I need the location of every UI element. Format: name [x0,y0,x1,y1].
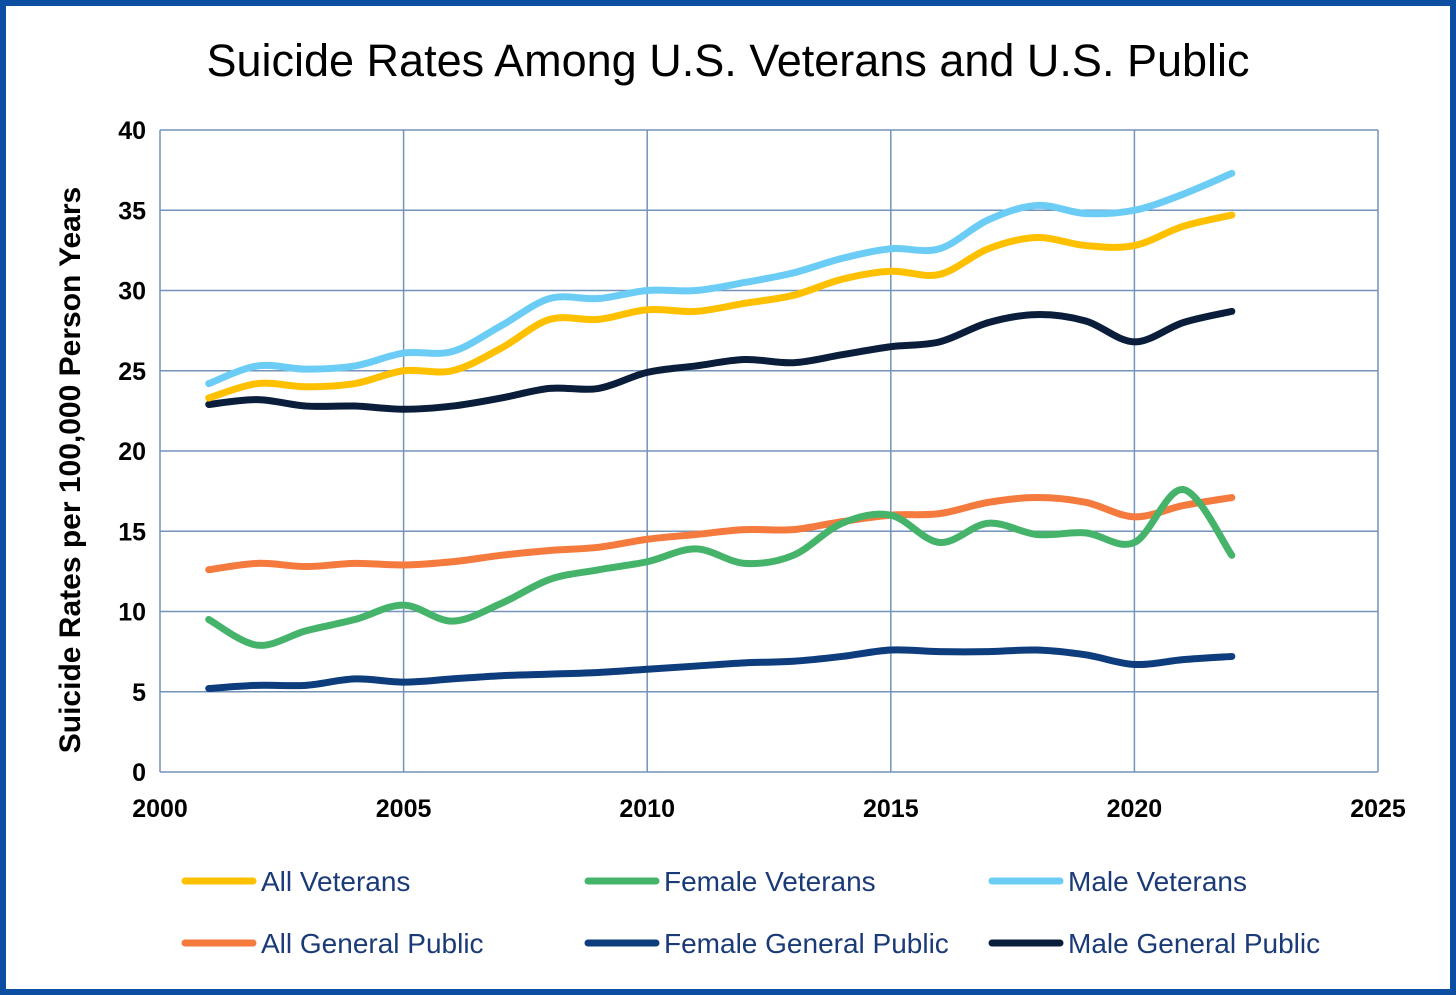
y-tick-label: 10 [118,599,146,627]
legend-item: Male Veterans [988,866,1247,897]
x-tick-label: 2015 [863,795,919,823]
x-tick-label: 2020 [1107,795,1163,823]
x-axis-ticks: 2000 2005 2010 2015 2020 2025 [132,795,1406,823]
legend-item: Female General Public [584,928,949,959]
legend-item: All Veterans [181,866,410,897]
y-tick-label: 25 [118,358,146,386]
x-tick-label: 2005 [376,795,432,823]
gridlines [159,129,1379,773]
x-tick-label: 2000 [132,795,188,823]
series-line-all-general-public [205,494,1236,574]
y-tick-label: 35 [118,197,146,225]
y-axis-label: Suicide Rates per 100,000 Person Years [54,187,87,753]
legend-label: Female Veterans [664,866,876,897]
x-tick-label: 2025 [1350,795,1406,823]
legend-item: Male General Public [988,928,1320,959]
series-line-male-veterans [205,169,1236,388]
legend-label: Male General Public [1068,928,1320,959]
legend-label: Male Veterans [1068,866,1247,897]
y-tick-label: 20 [118,438,146,466]
y-tick-label: 5 [132,679,146,707]
series-line-all-veterans [205,211,1236,402]
legend-item: All General Public [181,928,484,959]
x-tick-label: 2010 [619,795,675,823]
legend-label: Female General Public [664,928,949,959]
legend-label: All General Public [261,928,484,959]
legend: All Veterans Female Veterans Male Veterans… [181,866,1320,959]
legend-item: Female Veterans [584,866,876,897]
y-tick-label: 30 [118,278,146,306]
series-line-male-general-public [205,307,1236,413]
legend-label: All Veterans [261,866,410,897]
series-lines [205,169,1236,693]
chart-title: Suicide Rates Among U.S. Veterans and U.… [206,35,1249,86]
series-line-female-veterans [205,486,1236,649]
y-tick-label: 15 [118,518,146,546]
y-tick-label: 40 [118,117,146,145]
y-tick-label: 0 [132,759,146,787]
series-line-female-general-public [205,646,1236,693]
y-axis-ticks: 0 5 10 15 20 25 30 35 40 [118,117,146,787]
